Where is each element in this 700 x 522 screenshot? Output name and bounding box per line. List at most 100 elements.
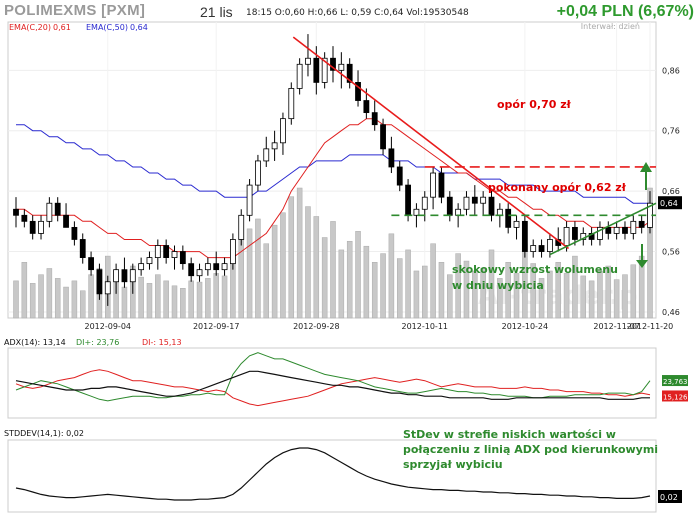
adx-panel-frame xyxy=(7,347,657,419)
candle-body xyxy=(355,82,361,101)
candle-body xyxy=(296,63,303,89)
volume-bar xyxy=(588,280,595,319)
di-plus-value: 23,763 xyxy=(663,378,688,386)
candle-body xyxy=(305,57,311,65)
legend-ema50-value: 0,64 xyxy=(130,23,148,32)
volume-bar xyxy=(46,268,53,319)
price-tick-label: 0,66 xyxy=(662,187,680,196)
candle-body xyxy=(54,202,61,216)
candle-body xyxy=(388,148,395,168)
candle-body xyxy=(363,100,370,114)
stddev-value: 0,02 xyxy=(660,493,678,502)
candle-body xyxy=(622,226,628,234)
candle-body xyxy=(421,196,428,210)
volume-bar xyxy=(463,260,470,319)
volume-bar xyxy=(497,278,503,319)
volume-bar xyxy=(330,221,336,319)
rising-support-line xyxy=(549,202,657,256)
candle-body xyxy=(29,220,36,234)
volume-bar xyxy=(355,231,361,319)
volume-bar xyxy=(338,249,345,319)
volume-bar xyxy=(163,280,169,319)
candle-body xyxy=(280,118,286,144)
candle-body xyxy=(488,196,495,216)
candle-body xyxy=(204,263,211,271)
candle-body xyxy=(613,226,620,234)
candle-body xyxy=(263,148,270,162)
volume-bar xyxy=(647,187,653,319)
candle-body xyxy=(480,196,487,204)
candle-body xyxy=(313,57,320,83)
falling-trendline xyxy=(292,36,570,250)
candle-body xyxy=(13,208,19,216)
candle-body xyxy=(513,220,520,228)
candle-body xyxy=(46,202,53,222)
volume-bar xyxy=(563,273,570,319)
instrument-title: POLIMEXMS [PXM] xyxy=(4,2,146,19)
candle-body xyxy=(546,239,553,252)
candle-body xyxy=(213,263,220,271)
candle-body xyxy=(113,269,120,283)
annotation-volume-line2: w dniu wybicia xyxy=(452,279,544,292)
candle-body xyxy=(88,257,94,271)
candle-body xyxy=(79,239,86,258)
volume-bar xyxy=(305,206,311,319)
candle-body xyxy=(271,142,278,150)
volume-bar xyxy=(271,224,278,319)
volume-bar xyxy=(263,243,270,319)
volume-bar xyxy=(480,268,486,319)
candle-body xyxy=(321,57,328,83)
annotation-stddev-line2: połączeniu z linią ADX pod kierunkowymi xyxy=(403,443,658,456)
volume-bar xyxy=(71,280,78,319)
candle-body xyxy=(371,112,378,126)
stddev-label: STDDEV(14,1): 0,02 xyxy=(4,429,84,438)
candle-body xyxy=(455,208,462,216)
candle-body xyxy=(530,245,537,252)
candle-body xyxy=(129,269,136,283)
volume-bar xyxy=(422,265,428,319)
candle-body xyxy=(572,226,578,240)
volume-bar xyxy=(530,263,536,319)
last-price-label: 0,64 xyxy=(660,199,678,208)
volume-bar xyxy=(205,278,211,319)
candle-body xyxy=(179,251,186,265)
volume-bar xyxy=(572,255,578,319)
volume-bar xyxy=(280,212,286,319)
volume-bar xyxy=(613,279,620,319)
di-minus-label: DI-: 15,13 xyxy=(142,338,182,347)
stddev-line xyxy=(15,447,651,501)
volume-bar xyxy=(630,264,637,319)
volume-bar xyxy=(605,265,612,319)
volume-bar xyxy=(13,280,19,319)
volume-bar xyxy=(455,253,461,319)
di-plus-label: DI+: 23,76 xyxy=(76,338,119,347)
volume-bar xyxy=(188,280,194,319)
candle-body xyxy=(380,124,386,150)
volume-bar xyxy=(79,290,86,319)
volume-bar xyxy=(430,243,436,319)
volume-bar xyxy=(296,187,303,319)
volume-bar xyxy=(413,270,420,319)
candle-body xyxy=(196,269,203,277)
volume-bar xyxy=(396,258,403,319)
candle-body xyxy=(396,166,403,186)
annotation-resistance-062: pokonany opór 0,62 zł xyxy=(488,181,627,194)
volume-bar xyxy=(54,278,61,319)
volume-bar xyxy=(238,237,244,319)
volume-bar xyxy=(622,274,628,319)
volume-bar xyxy=(547,270,553,319)
volume-bar xyxy=(388,233,395,319)
candle-body xyxy=(338,63,345,71)
session-date: 21 lis xyxy=(200,4,233,20)
volume-bar xyxy=(288,196,295,319)
date-tick-label: 2012-11-20 xyxy=(627,322,674,331)
interval-label: Interwał: dzień xyxy=(580,22,640,31)
last-price-box xyxy=(658,196,682,210)
volume-bar xyxy=(513,273,520,319)
di-minus-value: 15,126 xyxy=(663,393,688,401)
candle-body xyxy=(630,220,637,234)
volume-bar xyxy=(246,228,253,319)
candle-body xyxy=(188,263,195,277)
volume-bar xyxy=(580,275,587,319)
